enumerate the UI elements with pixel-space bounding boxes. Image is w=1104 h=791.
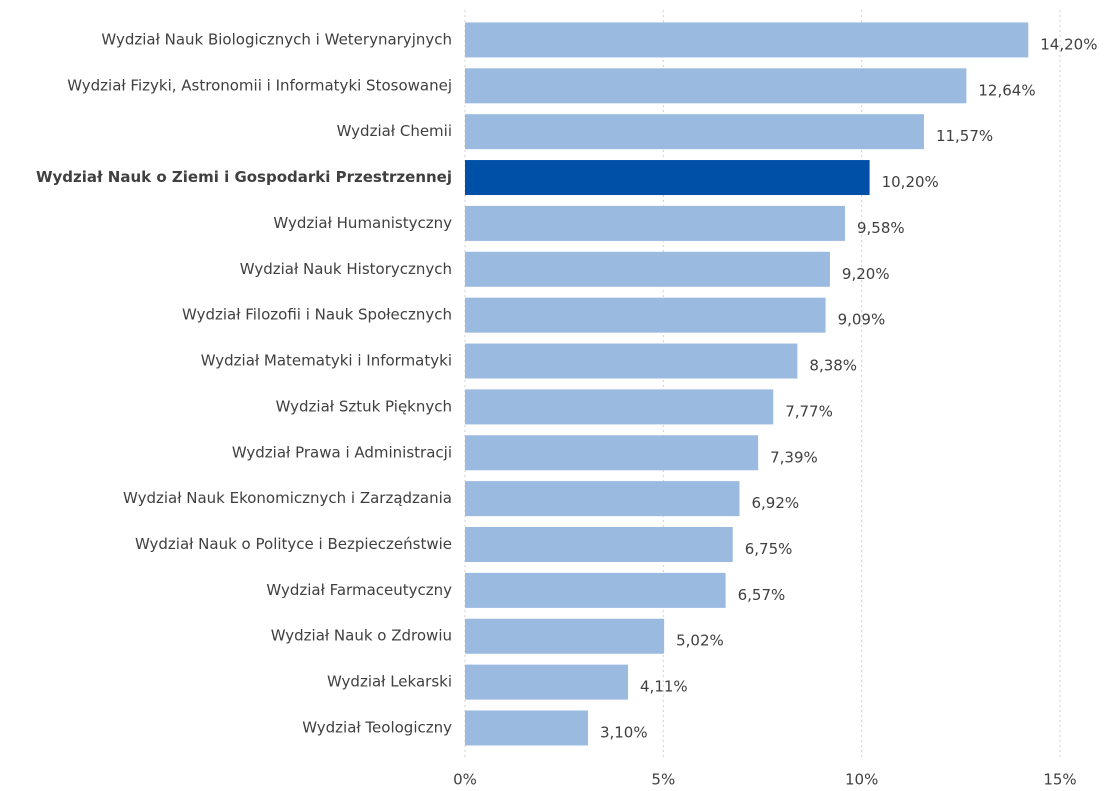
category-label: Wydział Humanistyczny bbox=[273, 214, 452, 232]
bar bbox=[465, 205, 846, 241]
bar bbox=[465, 572, 726, 608]
category-label: Wydział Sztuk Pięknych bbox=[276, 397, 452, 415]
value-label: 7,39% bbox=[770, 448, 818, 466]
bar bbox=[465, 343, 798, 379]
category-label: Wydział Nauk Biologicznych i Weterynaryj… bbox=[101, 30, 452, 48]
value-label: 6,75% bbox=[745, 540, 793, 558]
bar bbox=[465, 710, 588, 746]
value-label: 6,57% bbox=[738, 586, 786, 604]
x-tick-label: 5% bbox=[651, 771, 675, 789]
category-label: Wydział Nauk Historycznych bbox=[240, 260, 452, 278]
category-label: Wydział Matematyki i Informatyki bbox=[201, 352, 452, 370]
category-label: Wydział Fizyki, Astronomii i Informatyki… bbox=[67, 76, 452, 94]
value-label: 4,11% bbox=[640, 678, 688, 696]
value-label: 10,20% bbox=[882, 173, 939, 191]
bar bbox=[465, 160, 870, 196]
value-label: 7,77% bbox=[785, 402, 833, 420]
value-label: 8,38% bbox=[809, 357, 857, 375]
category-label: Wydział Lekarski bbox=[327, 673, 452, 691]
x-tick-label: 10% bbox=[845, 771, 878, 789]
bar bbox=[465, 68, 967, 104]
value-label: 14,20% bbox=[1040, 35, 1097, 53]
category-label: Wydział Nauk o Polityce i Bezpieczeństwi… bbox=[135, 535, 452, 553]
bar bbox=[465, 22, 1029, 58]
value-label: 3,10% bbox=[600, 723, 648, 741]
bar bbox=[465, 481, 740, 517]
value-label: 12,64% bbox=[978, 81, 1035, 99]
bar bbox=[465, 251, 830, 287]
category-label: Wydział Nauk o Ziemi i Gospodarki Przest… bbox=[36, 168, 452, 186]
category-label: Wydział Nauk o Zdrowiu bbox=[271, 627, 452, 645]
category-label: Wydział Farmaceutyczny bbox=[266, 581, 452, 599]
category-label: Wydział Nauk Ekonomicznych i Zarządzania bbox=[123, 489, 452, 507]
bar bbox=[465, 297, 826, 333]
value-label: 9,09% bbox=[838, 311, 886, 329]
value-label: 6,92% bbox=[751, 494, 799, 512]
category-label: Wydział Filozofii i Nauk Społecznych bbox=[182, 306, 452, 324]
x-tick-label: 15% bbox=[1043, 771, 1076, 789]
bar bbox=[465, 114, 924, 150]
bar bbox=[465, 435, 759, 471]
bar bbox=[465, 664, 629, 700]
bar bbox=[465, 527, 733, 563]
x-tick-label: 0% bbox=[453, 771, 477, 789]
value-label: 9,58% bbox=[857, 219, 905, 237]
value-label: 5,02% bbox=[676, 632, 724, 650]
category-label: Wydział Prawa i Administracji bbox=[232, 443, 452, 461]
value-label: 11,57% bbox=[936, 127, 993, 145]
category-label: Wydział Chemii bbox=[337, 122, 452, 140]
value-label: 9,20% bbox=[842, 265, 890, 283]
category-label: Wydział Teologiczny bbox=[302, 718, 452, 736]
bar bbox=[465, 389, 774, 425]
bar bbox=[465, 618, 665, 654]
